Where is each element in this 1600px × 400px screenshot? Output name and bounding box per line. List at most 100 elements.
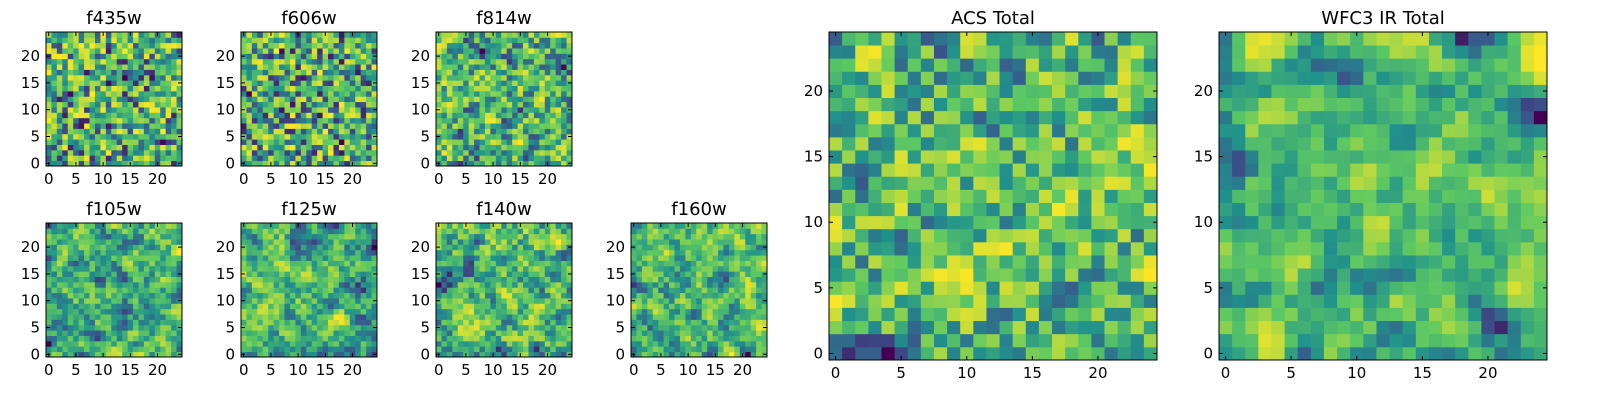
heatmap-cell	[685, 228, 692, 235]
heatmap-cell	[311, 48, 318, 54]
heatmap-cell	[284, 308, 291, 315]
heatmap-cell	[344, 107, 351, 113]
heatmap-cell	[463, 239, 470, 245]
heatmap-cell	[176, 340, 183, 347]
heatmap-cell	[279, 276, 285, 283]
x-tick-label: 0	[44, 361, 54, 379]
heatmap-cell	[100, 144, 107, 151]
heatmap-cell	[138, 340, 145, 347]
heatmap-cell	[246, 149, 253, 156]
heatmap-cell	[111, 308, 118, 315]
heatmap-cell	[441, 96, 448, 103]
heatmap-cell	[718, 303, 724, 310]
heatmap-cell	[829, 202, 843, 217]
heatmap-cell	[555, 330, 562, 336]
heatmap-cell	[446, 85, 453, 92]
heatmap-cell	[133, 85, 139, 92]
heatmap-cell	[561, 96, 567, 103]
heatmap-cell	[501, 112, 508, 119]
heatmap-cell	[701, 260, 708, 267]
heatmap-cell	[463, 149, 470, 156]
heatmap-cell	[84, 133, 90, 140]
heatmap-cell	[46, 276, 52, 283]
heatmap-cell	[333, 90, 340, 97]
heatmap-cell	[707, 308, 713, 315]
heatmap-cell	[78, 123, 85, 129]
heatmap-cell	[696, 265, 703, 272]
heatmap-cell	[669, 340, 675, 347]
heatmap-cell	[62, 330, 69, 336]
heatmap-cell	[533, 160, 540, 167]
heatmap-cell	[533, 155, 540, 162]
heatmap-cell	[555, 64, 562, 70]
heatmap-cell	[550, 107, 557, 113]
heatmap-cell	[739, 292, 746, 299]
heatmap-cell	[94, 271, 101, 277]
heatmap-cell	[479, 155, 486, 162]
heatmap-cell	[111, 314, 118, 320]
heatmap-cell	[947, 346, 961, 361]
heatmap-cell	[138, 48, 145, 54]
heatmap-cell	[111, 319, 118, 326]
heatmap-cell	[490, 42, 497, 49]
heatmap-cell	[176, 74, 183, 81]
heatmap-cell	[539, 335, 546, 342]
heatmap-cell	[517, 96, 524, 103]
heatmap-cell	[641, 314, 648, 320]
heatmap-cell	[149, 255, 156, 261]
heatmap-cell	[685, 340, 692, 347]
heatmap-cell	[734, 223, 741, 229]
heatmap-cell	[165, 74, 172, 81]
heatmap-cell	[446, 287, 453, 294]
heatmap-cell	[67, 330, 74, 336]
heatmap-cell	[960, 241, 974, 256]
heatmap-cell	[105, 128, 112, 135]
heatmap-cell	[111, 74, 118, 81]
heatmap-cell	[46, 233, 52, 240]
heatmap-cell	[855, 215, 869, 230]
heatmap-cell	[360, 314, 367, 320]
heatmap-cell	[333, 314, 340, 320]
heatmap-cell	[523, 244, 529, 251]
heatmap-cell	[84, 155, 90, 162]
heatmap-cell	[1130, 320, 1145, 335]
heatmap-cell	[46, 228, 52, 235]
heatmap-cell	[1078, 241, 1092, 256]
heatmap-cell	[479, 53, 486, 60]
heatmap-cell	[246, 32, 253, 38]
heatmap-cell	[1038, 241, 1053, 256]
heatmap-cell	[349, 48, 356, 54]
heatmap-cell	[56, 117, 63, 124]
heatmap-cell	[739, 346, 746, 353]
heatmap-cell	[62, 335, 69, 342]
heatmap-cell	[328, 58, 334, 65]
heatmap-cell	[734, 276, 741, 283]
heatmap-cell	[539, 314, 546, 320]
heatmap-cell	[89, 228, 96, 235]
heatmap-cell	[322, 48, 329, 54]
heatmap-cell	[122, 335, 128, 342]
heatmap-cell	[355, 249, 362, 256]
heatmap-cell	[165, 340, 172, 347]
heatmap-cell	[262, 265, 269, 272]
heatmap-cell	[663, 228, 670, 235]
heatmap-cell	[512, 287, 518, 294]
heatmap-cell	[171, 69, 177, 76]
heatmap-cell	[1065, 320, 1079, 335]
heatmap-cell	[868, 228, 882, 243]
heatmap-cell	[328, 351, 334, 358]
heatmap-cells	[829, 32, 1158, 361]
heatmap-cell	[289, 228, 296, 235]
heatmap-cell	[317, 228, 323, 235]
heatmap-cell	[165, 244, 172, 251]
heatmap-cell	[495, 37, 502, 44]
heatmap-cell	[355, 144, 362, 151]
heatmap-cell	[728, 281, 735, 288]
heatmap-cell	[257, 287, 264, 294]
heatmap-cell	[67, 107, 74, 113]
heatmap-cell	[479, 69, 486, 76]
heatmap-cell	[268, 155, 275, 162]
heatmap-cell	[479, 123, 486, 129]
heatmap-cell	[262, 128, 269, 135]
heatmap-cell	[241, 340, 247, 347]
